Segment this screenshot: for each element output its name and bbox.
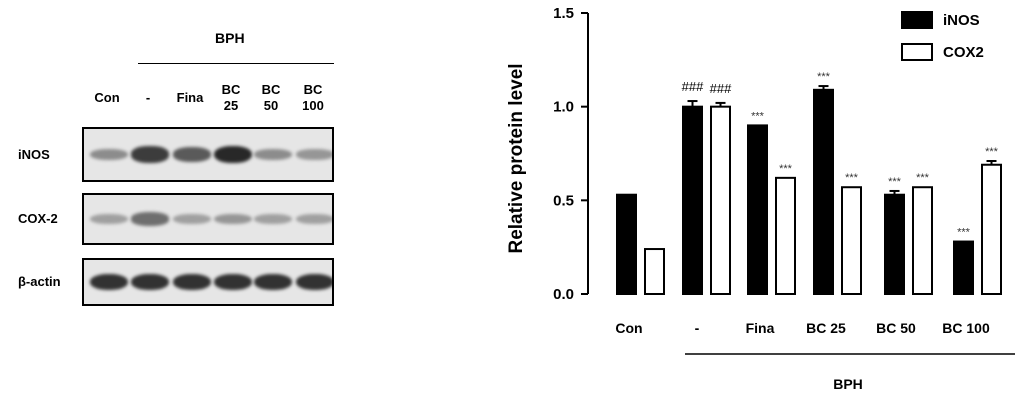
blot-band — [214, 273, 252, 291]
blot-row-label: β-actin — [18, 274, 61, 289]
bar-cox2 — [644, 248, 665, 295]
blot-band — [90, 213, 128, 225]
bar-inos — [616, 193, 637, 295]
y-tick-label: 1.5 — [553, 5, 574, 22]
y-axis-label: Relative protein level — [506, 63, 527, 253]
y-tick-label: 0.5 — [553, 192, 574, 209]
blot-band — [254, 148, 292, 161]
blot-group-label: BPH — [215, 30, 245, 46]
x-category-label: Con — [615, 320, 642, 336]
significance-annotation: *** — [888, 176, 902, 188]
legend-swatch — [901, 43, 933, 61]
significance-annotation: *** — [817, 71, 831, 83]
blot-strip — [82, 193, 334, 245]
x-category-label: - — [695, 320, 700, 336]
y-tick-label: 0.0 — [553, 286, 574, 303]
blot-band — [173, 147, 211, 162]
blot-band — [131, 146, 169, 163]
significance-annotation: *** — [957, 227, 971, 239]
significance-annotation: ### — [710, 81, 732, 96]
blot-row-label: COX-2 — [18, 211, 58, 226]
bar-inos — [884, 193, 905, 295]
blot-band — [173, 213, 211, 225]
significance-annotation: *** — [985, 146, 999, 158]
lane-label: BC 50 — [261, 82, 281, 113]
blot-band — [131, 273, 169, 291]
significance-annotation: *** — [751, 110, 765, 122]
significance-annotation: ### — [682, 79, 704, 94]
bar-cox2 — [710, 105, 731, 295]
x-category-label: Fina — [746, 320, 775, 336]
lane-label: - — [145, 90, 151, 105]
blot-band — [214, 213, 252, 225]
bar-inos — [747, 124, 768, 296]
lane-label: Fina — [176, 90, 204, 105]
western-blot-panel: BPH Con - Fina BC 25 BC 50 BC 100 iNOS COX-2 β-act… — [0, 0, 360, 400]
significance-annotation: *** — [916, 172, 930, 184]
significance-annotation: *** — [779, 163, 793, 175]
bar-inos — [682, 105, 703, 295]
x-category-label: BC 25 — [806, 320, 846, 336]
blot-band — [214, 145, 252, 164]
blot-band — [254, 213, 292, 225]
bar-cox2 — [841, 186, 862, 295]
blot-band — [296, 273, 332, 291]
blot-band — [296, 149, 332, 160]
bar-cox2 — [775, 176, 796, 295]
bar-cox2 — [912, 186, 933, 295]
legend-swatch — [901, 11, 933, 29]
significance-annotation: *** — [845, 172, 859, 184]
y-tick-label: 1.0 — [553, 99, 574, 116]
blot-band — [131, 212, 169, 226]
lane-label: BC 100 — [302, 82, 324, 113]
x-category-label: BC 50 — [876, 320, 916, 336]
bar-inos — [953, 240, 974, 295]
blot-row-label: iNOS — [18, 146, 50, 162]
blot-group-line — [138, 63, 334, 64]
blot-band — [254, 273, 292, 291]
blot-strip — [82, 258, 334, 306]
bar-cox2 — [981, 163, 1002, 295]
legend-label: iNOS — [943, 12, 980, 29]
lane-label: Con — [94, 90, 120, 105]
bar-inos — [813, 88, 834, 295]
blot-band — [90, 273, 128, 291]
group-label: BPH — [833, 376, 863, 392]
blot-band — [173, 273, 211, 291]
blot-strip — [82, 127, 334, 182]
blot-band — [90, 148, 128, 161]
lane-label: BC 25 — [221, 82, 241, 113]
legend-label: COX2 — [943, 44, 984, 61]
bar-chart: 0.0 0.5 1.0 1.5 Relative protein level ### ***… — [506, 5, 1015, 392]
blot-band — [296, 213, 332, 225]
x-category-label: BC 100 — [942, 320, 990, 336]
